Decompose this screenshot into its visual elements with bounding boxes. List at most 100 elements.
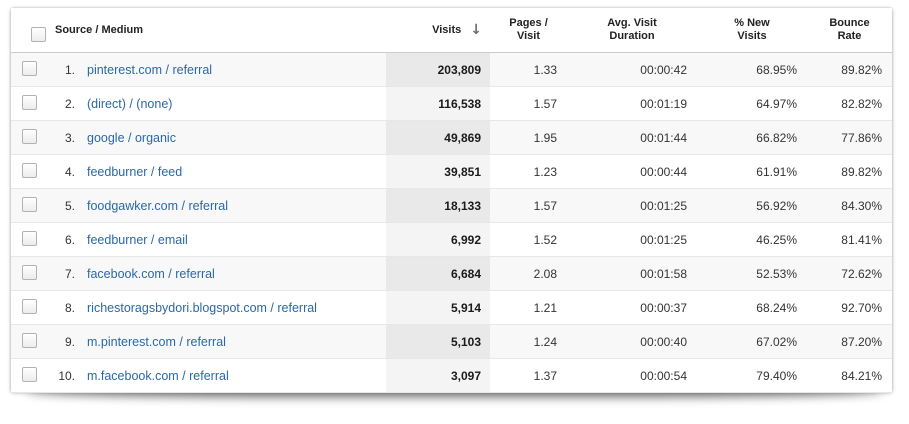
pct-new-visits-value: 67.02% — [697, 325, 807, 359]
source-medium-link[interactable]: richestoragsbydori.blogspot.com / referr… — [87, 300, 317, 315]
pages-per-visit-value: 1.57 — [490, 87, 567, 121]
avg-visit-duration-value: 00:01:19 — [567, 87, 697, 121]
avg-visit-duration-value: 00:00:54 — [567, 359, 697, 393]
source-medium-link[interactable]: m.pinterest.com / referral — [87, 334, 226, 349]
source-medium-cell: pinterest.com / referral — [77, 53, 386, 87]
avg-visit-duration-value: 00:01:44 — [567, 121, 697, 155]
row-checkbox-cell — [11, 257, 55, 291]
source-medium-cell: richestoragsbydori.blogspot.com / referr… — [77, 291, 386, 325]
avg-visit-duration-value: 00:00:37 — [567, 291, 697, 325]
visits-header-label: Visits — [432, 23, 462, 36]
avg-visit-duration-value: 00:01:58 — [567, 257, 697, 291]
visits-value: 18,133 — [386, 189, 490, 223]
pct-new-visits-value: 46.25% — [697, 223, 807, 257]
bounce-rate-value: 92.70% — [807, 291, 892, 325]
source-medium-cell: feedburner / email — [77, 223, 386, 257]
pages-per-visit-value: 2.08 — [490, 257, 567, 291]
row-checkbox[interactable] — [22, 162, 37, 178]
source-medium-link[interactable]: foodgawker.com / referral — [87, 198, 229, 213]
visits-value: 39,851 — [386, 155, 490, 189]
row-checkbox[interactable] — [22, 60, 37, 76]
visits-value: 5,103 — [386, 325, 490, 359]
row-rank: 6. — [55, 223, 77, 257]
row-checkbox[interactable] — [22, 196, 37, 212]
row-rank: 5. — [55, 189, 77, 223]
source-medium-link[interactable]: m.facebook.com / referral — [87, 368, 229, 383]
bounce-rate-value: 84.30% — [807, 189, 892, 223]
row-checkbox[interactable] — [22, 264, 37, 280]
pct-new-visits-value: 68.95% — [697, 53, 807, 87]
table-row: 1. pinterest.com / referral 203,809 1.33… — [11, 53, 892, 87]
row-rank: 2. — [55, 87, 77, 121]
bounce-rate-value: 82.82% — [807, 87, 892, 121]
table-row: 6. feedburner / email 6,992 1.52 00:01:2… — [11, 223, 892, 257]
bounce-rate-value: 89.82% — [807, 53, 892, 87]
row-checkbox-cell — [11, 223, 55, 257]
visits-value: 203,809 — [386, 53, 490, 87]
row-checkbox[interactable] — [22, 94, 37, 110]
table-body: 1. pinterest.com / referral 203,809 1.33… — [11, 53, 892, 393]
visits-value: 5,914 — [386, 291, 490, 325]
analytics-table-card: Source / Medium Visits ↓ Pages / Visit A… — [11, 8, 892, 393]
source-medium-cell: feedburner / feed — [77, 155, 386, 189]
sort-descending-icon[interactable]: ↓ — [470, 22, 482, 38]
row-rank: 1. — [55, 53, 77, 87]
select-all-header-cell — [11, 8, 55, 53]
source-medium-cell: facebook.com / referral — [77, 257, 386, 291]
row-rank: 7. — [55, 257, 77, 291]
row-checkbox[interactable] — [22, 366, 37, 382]
table-row: 5. foodgawker.com / referral 18,133 1.57… — [11, 189, 892, 223]
row-rank: 8. — [55, 291, 77, 325]
pages-per-visit-value: 1.21 — [490, 291, 567, 325]
pct-new-visits-value: 79.40% — [697, 359, 807, 393]
row-checkbox[interactable] — [22, 332, 37, 348]
column-header-avg-visit-duration[interactable]: Avg. Visit Duration — [567, 8, 697, 53]
pct-new-visits-value: 52.53% — [697, 257, 807, 291]
source-medium-cell: (direct) / (none) — [77, 87, 386, 121]
source-medium-cell: foodgawker.com / referral — [77, 189, 386, 223]
row-checkbox-cell — [11, 359, 55, 393]
row-checkbox[interactable] — [22, 128, 37, 144]
bounce-rate-value: 77.86% — [807, 121, 892, 155]
bounce-rate-value: 72.62% — [807, 257, 892, 291]
row-checkbox-cell — [11, 291, 55, 325]
pct-new-visits-value: 64.97% — [697, 87, 807, 121]
pct-new-visits-value: 56.92% — [697, 189, 807, 223]
column-header-pages-per-visit[interactable]: Pages / Visit — [490, 8, 567, 53]
column-header-source-medium[interactable]: Source / Medium — [55, 8, 386, 53]
row-checkbox[interactable] — [22, 230, 37, 246]
source-medium-link[interactable]: pinterest.com / referral — [87, 62, 213, 77]
table-row: 8. richestoragsbydori.blogspot.com / ref… — [11, 291, 892, 325]
column-header-bounce-rate[interactable]: Bounce Rate — [807, 8, 892, 53]
visits-value: 3,097 — [386, 359, 490, 393]
pct-new-visits-value: 66.82% — [697, 121, 807, 155]
source-medium-link[interactable]: feedburner / feed — [87, 164, 183, 179]
source-medium-link[interactable]: feedburner / email — [87, 232, 188, 247]
source-medium-link[interactable]: (direct) / (none) — [87, 96, 173, 111]
avg-visit-duration-value: 00:00:44 — [567, 155, 697, 189]
avg-visit-duration-value: 00:00:42 — [567, 53, 697, 87]
column-header-pct-new-visits[interactable]: % New Visits — [697, 8, 807, 53]
pages-per-visit-value: 1.33 — [490, 53, 567, 87]
table-header-row: Source / Medium Visits ↓ Pages / Visit A… — [11, 8, 892, 53]
row-checkbox-cell — [11, 325, 55, 359]
row-checkbox-cell — [11, 189, 55, 223]
pages-per-visit-value: 1.23 — [490, 155, 567, 189]
row-checkbox-cell — [11, 53, 55, 87]
table-row: 3. google / organic 49,869 1.95 00:01:44… — [11, 121, 892, 155]
row-checkbox-cell — [11, 155, 55, 189]
source-medium-cell: google / organic — [77, 121, 386, 155]
source-medium-cell: m.facebook.com / referral — [77, 359, 386, 393]
table-row: 4. feedburner / feed 39,851 1.23 00:00:4… — [11, 155, 892, 189]
row-checkbox[interactable] — [22, 298, 37, 314]
pages-per-visit-value: 1.52 — [490, 223, 567, 257]
source-medium-link[interactable]: google / organic — [87, 130, 176, 145]
source-medium-link[interactable]: facebook.com / referral — [87, 266, 215, 281]
select-all-checkbox[interactable] — [31, 27, 46, 42]
source-medium-table: Source / Medium Visits ↓ Pages / Visit A… — [11, 8, 892, 393]
pages-per-visit-value: 1.24 — [490, 325, 567, 359]
visits-value: 6,992 — [386, 223, 490, 257]
column-header-visits[interactable]: Visits ↓ — [386, 8, 490, 53]
table-row: 9. m.pinterest.com / referral 5,103 1.24… — [11, 325, 892, 359]
